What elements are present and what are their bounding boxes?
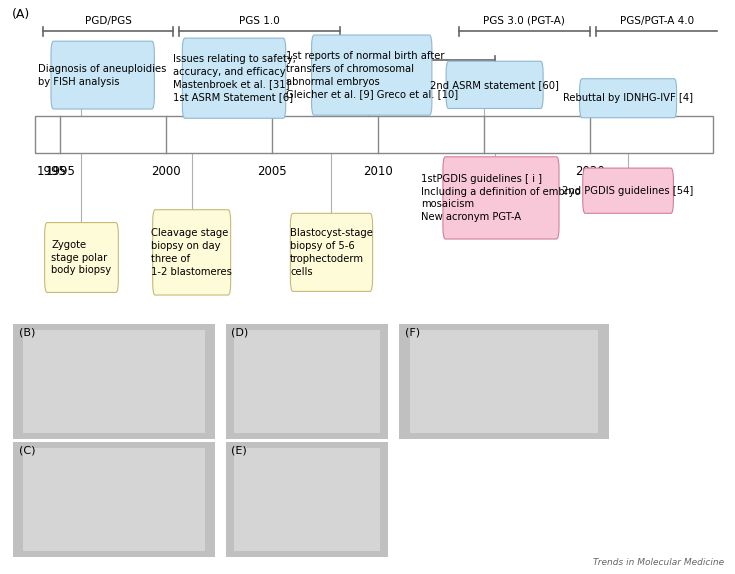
Text: PGD/PGS: PGD/PGS (85, 15, 132, 26)
FancyBboxPatch shape (580, 79, 677, 118)
Text: 2000: 2000 (151, 165, 181, 178)
Text: (C): (C) (19, 445, 36, 455)
FancyBboxPatch shape (446, 61, 543, 108)
Text: 2005: 2005 (257, 165, 287, 178)
Text: Diagnosis of aneuploidies
by FISH analysis: Diagnosis of aneuploidies by FISH analys… (38, 64, 167, 87)
Text: 1stPGDIS guidelines [ i ]
Including a definition of embryo
mosaicism
New acronym: 1stPGDIS guidelines [ i ] Including a de… (421, 174, 581, 222)
FancyBboxPatch shape (443, 157, 559, 239)
Text: 1995: 1995 (37, 165, 67, 178)
Text: (A): (A) (12, 8, 30, 21)
Text: 2015: 2015 (469, 165, 499, 178)
Text: 2020: 2020 (575, 165, 605, 178)
Text: PGS/PGT-A 4.0: PGS/PGT-A 4.0 (620, 15, 694, 26)
Text: PGS 2.0: PGS 2.0 (390, 45, 430, 55)
FancyBboxPatch shape (290, 214, 373, 292)
Text: (B): (B) (19, 328, 36, 338)
Text: Rebuttal by IDNHG-IVF [4]: Rebuttal by IDNHG-IVF [4] (563, 93, 693, 103)
FancyBboxPatch shape (153, 210, 231, 295)
Text: PGS 3.0 (PGT-A): PGS 3.0 (PGT-A) (484, 15, 565, 26)
Text: (E): (E) (232, 445, 247, 455)
Text: (F): (F) (406, 328, 420, 338)
Text: Issues relating to safety,
accuracy, and efficacy
Mastenbroek et al. [31]
1st AS: Issues relating to safety, accuracy, and… (173, 54, 295, 102)
FancyBboxPatch shape (583, 168, 673, 214)
FancyBboxPatch shape (51, 41, 154, 109)
Text: PGS 1.0: PGS 1.0 (239, 15, 280, 26)
Text: 1995: 1995 (46, 165, 75, 178)
Text: Cleavage stage
biopsy on day
three of
1-2 blastomeres: Cleavage stage biopsy on day three of 1-… (151, 228, 232, 277)
Text: Blastocyst-stage
biopsy of 5-6
trophectoderm
cells: Blastocyst-stage biopsy of 5-6 trophecto… (290, 228, 373, 277)
FancyBboxPatch shape (45, 223, 118, 292)
Text: 2nd PGDIS guidelines [54]: 2nd PGDIS guidelines [54] (562, 186, 694, 196)
Text: (D): (D) (232, 328, 248, 338)
FancyBboxPatch shape (312, 35, 432, 115)
Text: 1st reports of normal birth after
transfers of chromosomal
abnormal embryos
Glei: 1st reports of normal birth after transf… (286, 51, 458, 99)
FancyBboxPatch shape (182, 38, 286, 118)
Text: Trends in Molecular Medicine: Trends in Molecular Medicine (593, 558, 724, 567)
Text: Zygote
stage polar
body biopsy: Zygote stage polar body biopsy (51, 240, 112, 276)
Text: 2010: 2010 (363, 165, 393, 178)
FancyBboxPatch shape (35, 116, 713, 153)
Text: 2nd ASRM statement [60]: 2nd ASRM statement [60] (430, 80, 559, 90)
